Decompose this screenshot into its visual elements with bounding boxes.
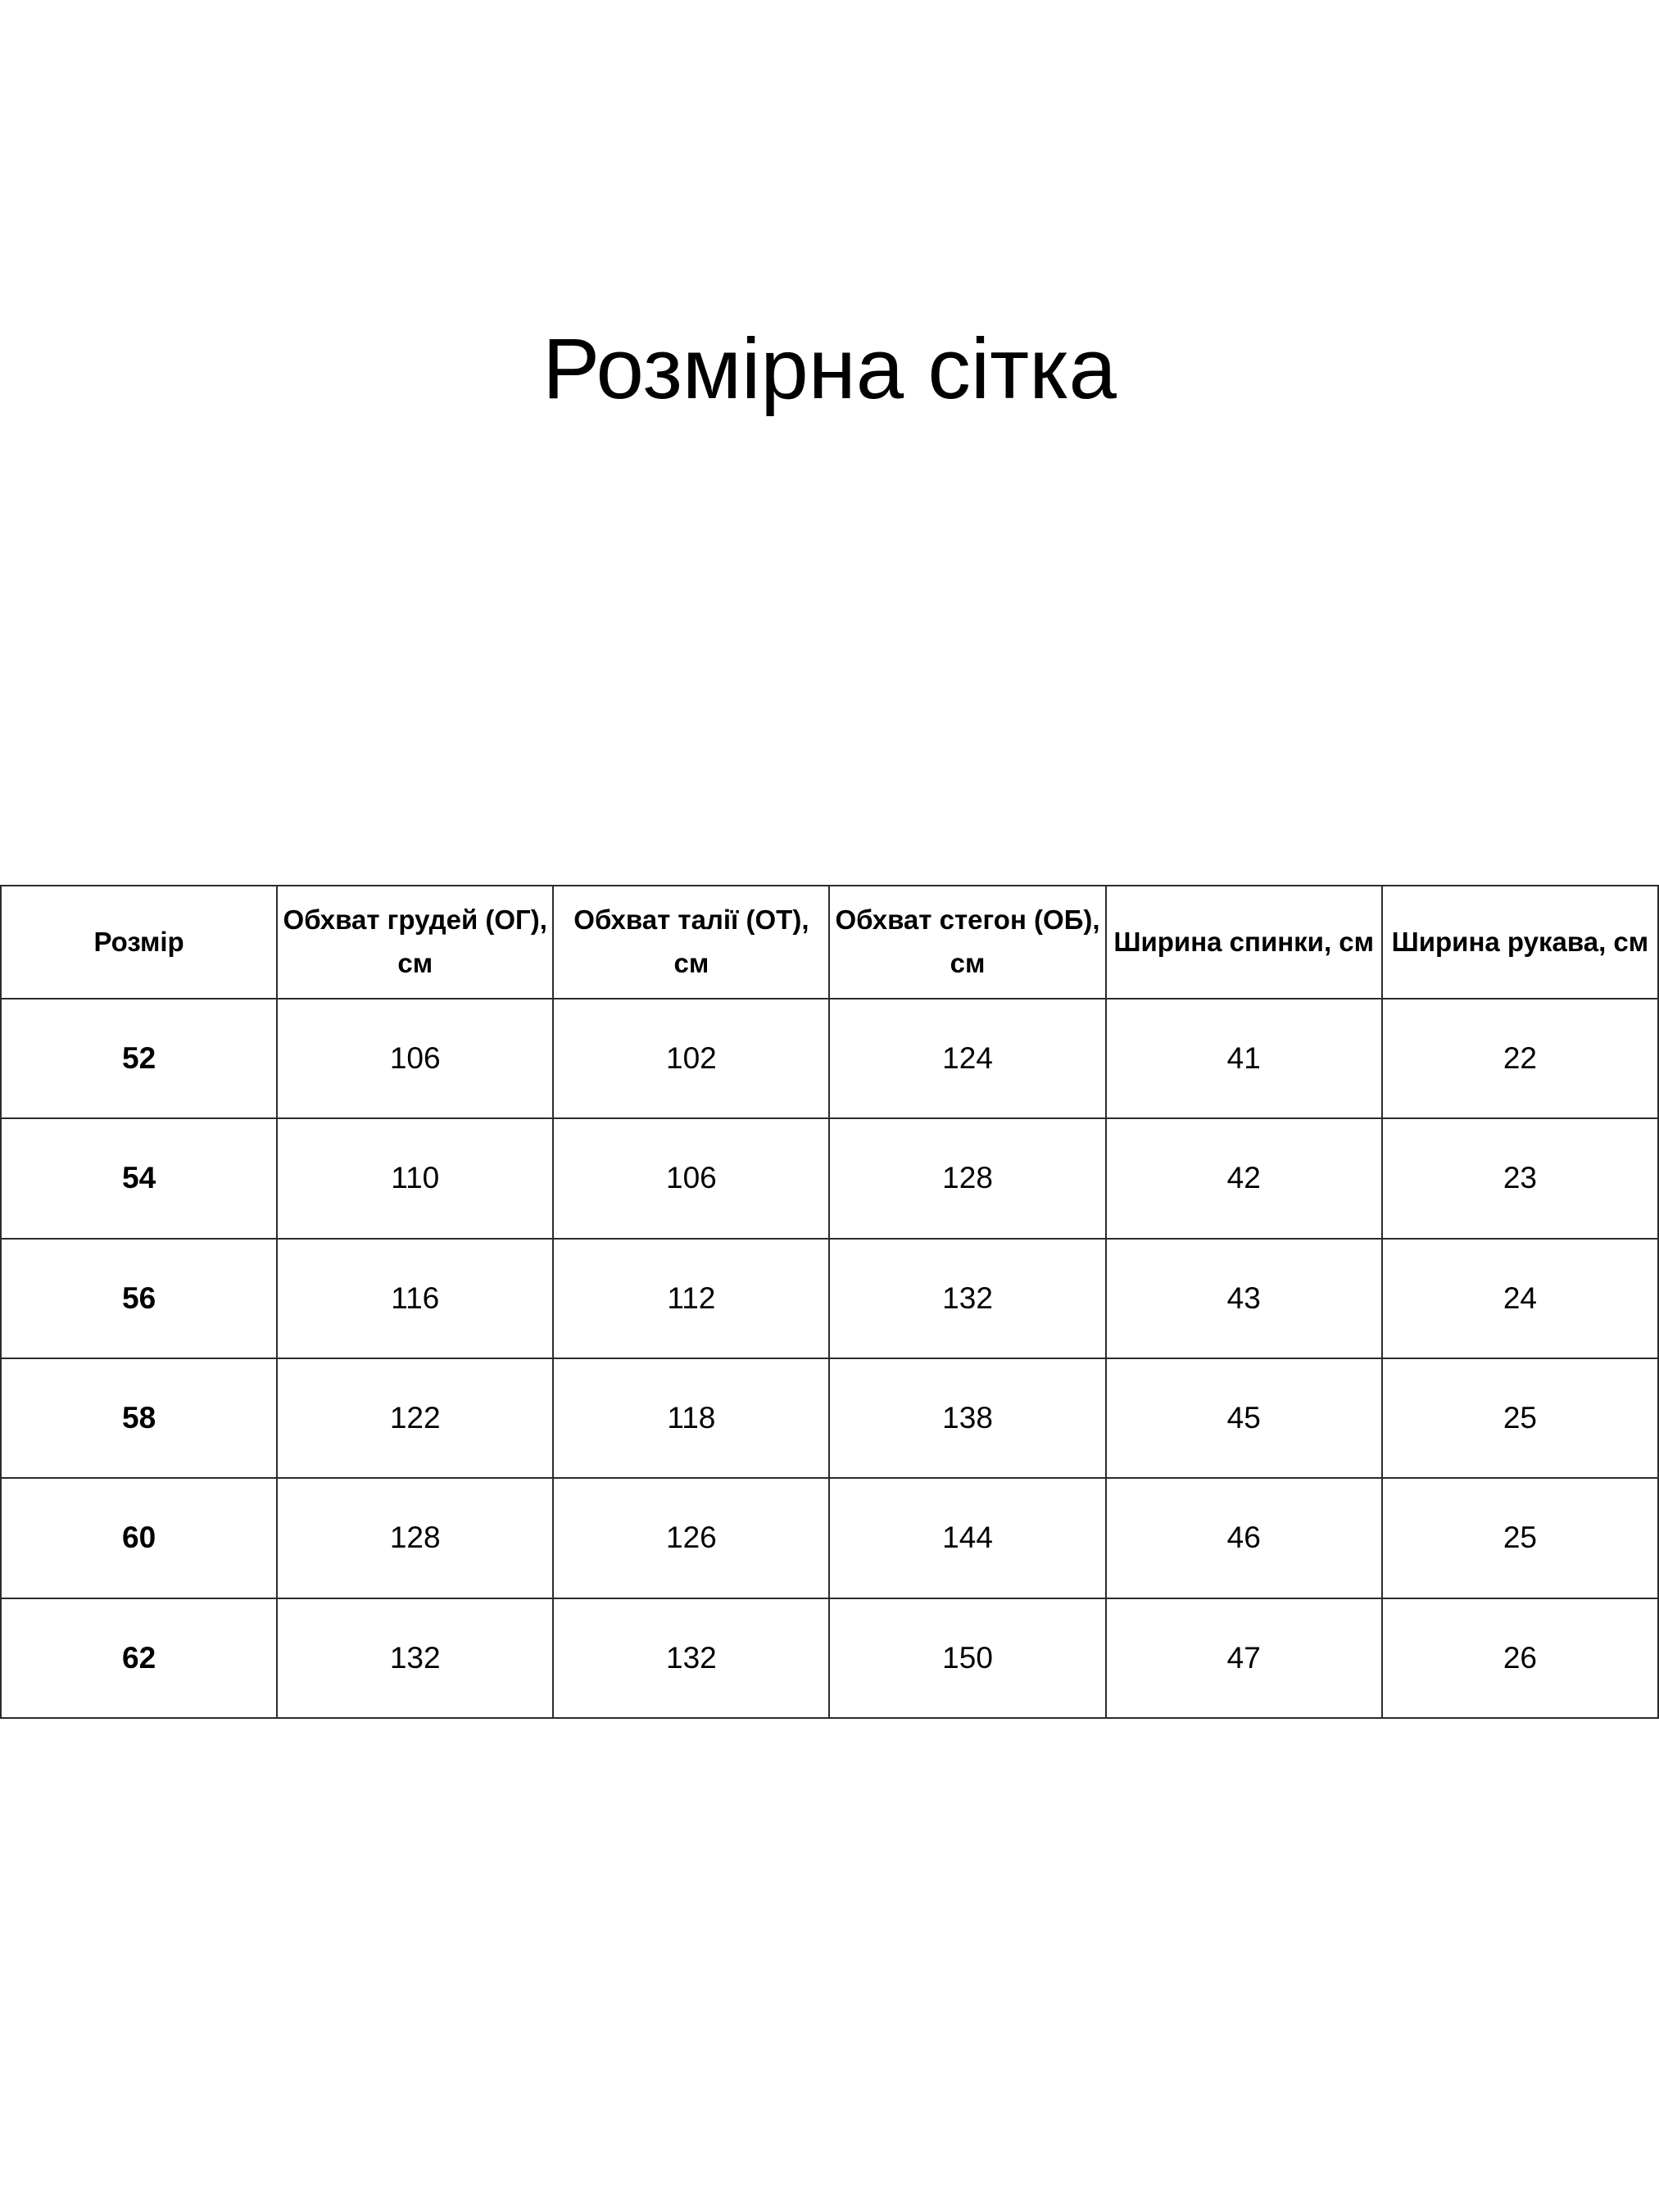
value-cell: 132: [552, 1597, 831, 1720]
size-cell: 52: [0, 997, 279, 1120]
table-header-row: Розмір Обхват грудей (ОГ), см Обхват тал…: [0, 885, 1659, 999]
size-table: Розмір Обхват грудей (ОГ), см Обхват тал…: [0, 885, 1659, 1720]
value-cell: 41: [1104, 997, 1383, 1120]
size-cell: 62: [0, 1597, 279, 1720]
header-cell-sleeve-width: Ширина рукава, см: [1380, 885, 1659, 999]
header-cell-back-width: Ширина спинки, см: [1104, 885, 1383, 999]
table-row: 58 122 118 138 45 25: [0, 1357, 1659, 1480]
value-cell: 25: [1380, 1477, 1659, 1599]
value-cell: 110: [276, 1117, 555, 1240]
page-title: Розмірна сітка: [542, 321, 1117, 417]
value-cell: 124: [828, 997, 1107, 1120]
value-cell: 26: [1380, 1597, 1659, 1720]
table-row: 52 106 102 124 41 22: [0, 997, 1659, 1120]
value-cell: 122: [276, 1357, 555, 1480]
size-cell: 54: [0, 1117, 279, 1240]
value-cell: 132: [828, 1237, 1107, 1359]
size-cell: 60: [0, 1477, 279, 1599]
header-cell-chest: Обхват грудей (ОГ), см: [276, 885, 555, 999]
value-cell: 150: [828, 1597, 1107, 1720]
value-cell: 118: [552, 1357, 831, 1480]
value-cell: 138: [828, 1357, 1107, 1480]
value-cell: 25: [1380, 1357, 1659, 1480]
header-cell-waist: Обхват талії (ОТ), см: [552, 885, 831, 999]
value-cell: 102: [552, 997, 831, 1120]
value-cell: 42: [1104, 1117, 1383, 1240]
header-cell-hips: Обхват стегон (ОБ), см: [828, 885, 1107, 999]
value-cell: 112: [552, 1237, 831, 1359]
value-cell: 106: [552, 1117, 831, 1240]
value-cell: 126: [552, 1477, 831, 1599]
table-row: 54 110 106 128 42 23: [0, 1117, 1659, 1240]
table-row: 56 116 112 132 43 24: [0, 1237, 1659, 1359]
size-cell: 58: [0, 1357, 279, 1480]
header-cell-size: Розмір: [0, 885, 279, 999]
value-cell: 43: [1104, 1237, 1383, 1359]
value-cell: 45: [1104, 1357, 1383, 1480]
value-cell: 23: [1380, 1117, 1659, 1240]
size-cell: 56: [0, 1237, 279, 1359]
value-cell: 24: [1380, 1237, 1659, 1359]
value-cell: 22: [1380, 997, 1659, 1120]
value-cell: 128: [276, 1477, 555, 1599]
table-row: 62 132 132 150 47 26: [0, 1597, 1659, 1720]
value-cell: 47: [1104, 1597, 1383, 1720]
value-cell: 132: [276, 1597, 555, 1720]
table-row: 60 128 126 144 46 25: [0, 1477, 1659, 1599]
value-cell: 144: [828, 1477, 1107, 1599]
value-cell: 106: [276, 997, 555, 1120]
value-cell: 116: [276, 1237, 555, 1359]
value-cell: 46: [1104, 1477, 1383, 1599]
value-cell: 128: [828, 1117, 1107, 1240]
